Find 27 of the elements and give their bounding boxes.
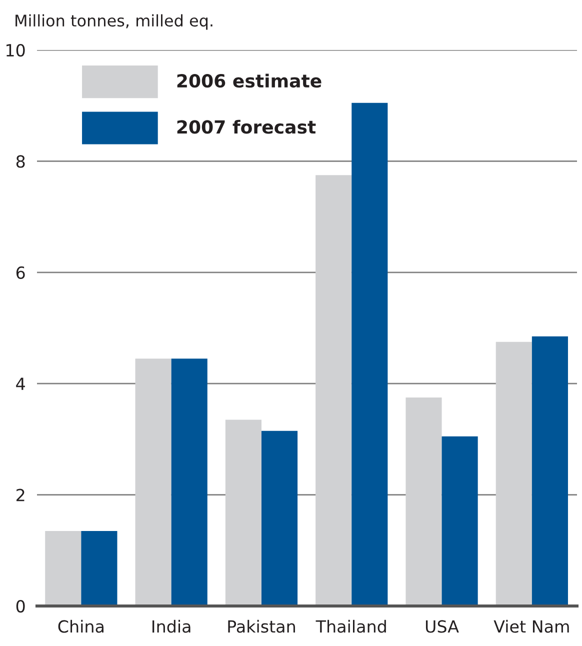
bar [45,530,82,606]
y-tick-label: 4 [16,378,25,390]
bar [81,530,118,606]
bar [135,358,172,606]
legend-label: 2007 forecast [177,120,316,134]
y-tick-label: 8 [16,155,25,168]
y-tick-label: 10 [6,44,25,57]
y-tick-label: 6 [16,266,25,279]
x-tick-label: USA [426,620,459,633]
x-tick-label: China [58,620,104,633]
bar [352,102,388,606]
x-tick-label: Pakistan [228,620,295,633]
bar [406,398,442,606]
bar [261,430,298,606]
bar [171,358,208,606]
bar [316,175,352,606]
x-tick-label: Thailand [316,620,386,633]
bar [496,342,532,606]
bar [225,420,262,606]
y-tick-label: 2 [16,488,24,502]
x-tick-label: Viet Nam [494,620,569,633]
bar [442,436,478,606]
x-tick-label: India [152,620,190,633]
y-axis-title: Million tonnes, milled eq. [16,14,212,30]
legend-label: 2006 estimate [177,74,322,88]
y-tick-label: 0 [16,600,25,613]
bar [532,336,568,606]
